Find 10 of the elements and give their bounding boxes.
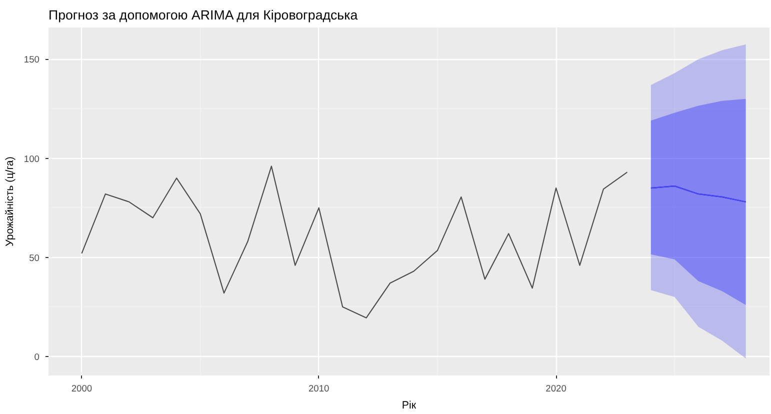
- x-axis-title: Рік: [402, 400, 416, 412]
- x-tick-label: 2020: [546, 384, 566, 394]
- x-tick-label: 2010: [308, 384, 330, 394]
- y-tick-label: 150: [24, 54, 40, 65]
- y-tick-label: 100: [24, 154, 40, 164]
- y-tick-label: 50: [29, 252, 40, 263]
- y-tick-label: 0: [34, 352, 40, 362]
- y-axis-title: Урожайність (ц/га): [4, 156, 16, 246]
- chart-title: Прогноз за допомогою ARIMA для Кіровоградська: [48, 8, 358, 22]
- x-tick-label: 2000: [71, 384, 92, 394]
